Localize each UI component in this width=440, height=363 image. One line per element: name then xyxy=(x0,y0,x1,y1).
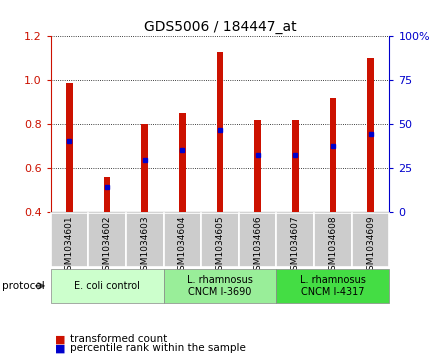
Text: percentile rank within the sample: percentile rank within the sample xyxy=(70,343,246,354)
Bar xyxy=(164,213,201,267)
Bar xyxy=(88,213,126,267)
Text: GSM1034604: GSM1034604 xyxy=(178,216,187,276)
Text: transformed count: transformed count xyxy=(70,334,168,344)
Bar xyxy=(141,124,148,212)
Title: GDS5006 / 184447_at: GDS5006 / 184447_at xyxy=(144,20,296,34)
Bar xyxy=(276,213,314,267)
Text: GSM1034601: GSM1034601 xyxy=(65,216,74,276)
Bar xyxy=(276,269,389,303)
Bar xyxy=(164,269,276,303)
Bar xyxy=(126,213,164,267)
Bar xyxy=(51,269,164,303)
Bar xyxy=(330,98,336,212)
Bar xyxy=(66,82,73,212)
Text: E. coli control: E. coli control xyxy=(74,281,140,291)
Text: GSM1034602: GSM1034602 xyxy=(103,216,112,276)
Text: GSM1034603: GSM1034603 xyxy=(140,216,149,276)
Bar xyxy=(239,213,276,267)
Text: GSM1034609: GSM1034609 xyxy=(366,216,375,276)
Bar xyxy=(254,120,261,212)
Text: ■: ■ xyxy=(55,343,66,354)
Text: L. rhamnosus
CNCM I-4317: L. rhamnosus CNCM I-4317 xyxy=(300,275,366,297)
Bar xyxy=(352,213,389,267)
Bar xyxy=(51,213,88,267)
Text: protocol: protocol xyxy=(2,281,45,291)
Bar xyxy=(367,58,374,212)
Bar xyxy=(292,120,299,212)
Bar xyxy=(216,52,224,212)
Text: GSM1034607: GSM1034607 xyxy=(291,216,300,276)
Text: GSM1034605: GSM1034605 xyxy=(216,216,224,276)
Text: GSM1034606: GSM1034606 xyxy=(253,216,262,276)
Text: L. rhamnosus
CNCM I-3690: L. rhamnosus CNCM I-3690 xyxy=(187,275,253,297)
Bar xyxy=(201,213,239,267)
Bar xyxy=(314,213,352,267)
Bar xyxy=(179,113,186,212)
Bar xyxy=(104,177,110,212)
Text: GSM1034608: GSM1034608 xyxy=(328,216,337,276)
Text: ■: ■ xyxy=(55,334,66,344)
